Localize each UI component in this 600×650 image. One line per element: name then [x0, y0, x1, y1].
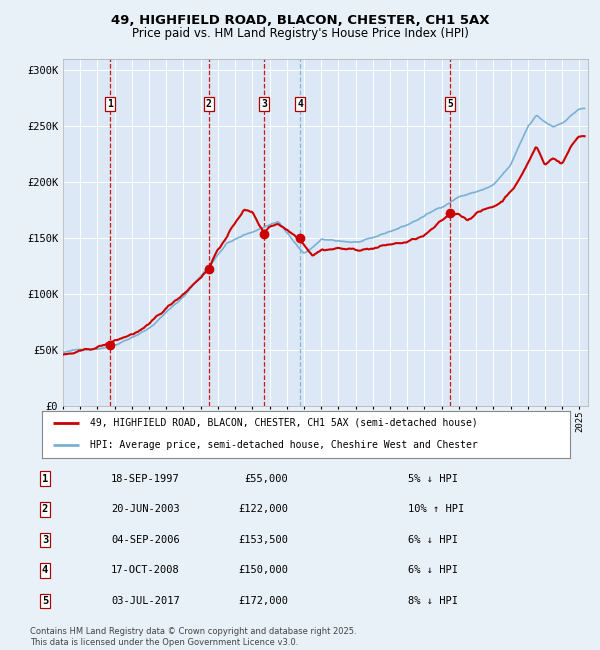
Text: 49, HIGHFIELD ROAD, BLACON, CHESTER, CH1 5AX: 49, HIGHFIELD ROAD, BLACON, CHESTER, CH1… — [111, 14, 489, 27]
Text: 17-OCT-2008: 17-OCT-2008 — [111, 566, 180, 575]
Text: Price paid vs. HM Land Registry's House Price Index (HPI): Price paid vs. HM Land Registry's House … — [131, 27, 469, 40]
Text: 5% ↓ HPI: 5% ↓ HPI — [408, 474, 458, 484]
Text: £122,000: £122,000 — [238, 504, 288, 514]
Text: 6% ↓ HPI: 6% ↓ HPI — [408, 535, 458, 545]
Text: HPI: Average price, semi-detached house, Cheshire West and Chester: HPI: Average price, semi-detached house,… — [89, 440, 477, 450]
Text: 4: 4 — [298, 99, 304, 109]
Text: 03-JUL-2017: 03-JUL-2017 — [111, 596, 180, 606]
Text: 3: 3 — [42, 535, 48, 545]
Text: 04-SEP-2006: 04-SEP-2006 — [111, 535, 180, 545]
Text: 3: 3 — [261, 99, 267, 109]
Text: 18-SEP-1997: 18-SEP-1997 — [111, 474, 180, 484]
Text: 2: 2 — [206, 99, 212, 109]
Text: 20-JUN-2003: 20-JUN-2003 — [111, 504, 180, 514]
Text: 49, HIGHFIELD ROAD, BLACON, CHESTER, CH1 5AX (semi-detached house): 49, HIGHFIELD ROAD, BLACON, CHESTER, CH1… — [89, 418, 477, 428]
Text: £55,000: £55,000 — [244, 474, 288, 484]
Text: 1: 1 — [42, 474, 48, 484]
Text: £150,000: £150,000 — [238, 566, 288, 575]
Text: 1: 1 — [107, 99, 113, 109]
Text: 8% ↓ HPI: 8% ↓ HPI — [408, 596, 458, 606]
Text: 10% ↑ HPI: 10% ↑ HPI — [408, 504, 464, 514]
Text: 5: 5 — [448, 99, 453, 109]
Text: Contains HM Land Registry data © Crown copyright and database right 2025.
This d: Contains HM Land Registry data © Crown c… — [30, 627, 356, 647]
Text: 4: 4 — [42, 566, 48, 575]
Text: 5: 5 — [42, 596, 48, 606]
Text: 2: 2 — [42, 504, 48, 514]
Text: 6% ↓ HPI: 6% ↓ HPI — [408, 566, 458, 575]
Text: £172,000: £172,000 — [238, 596, 288, 606]
Text: £153,500: £153,500 — [238, 535, 288, 545]
